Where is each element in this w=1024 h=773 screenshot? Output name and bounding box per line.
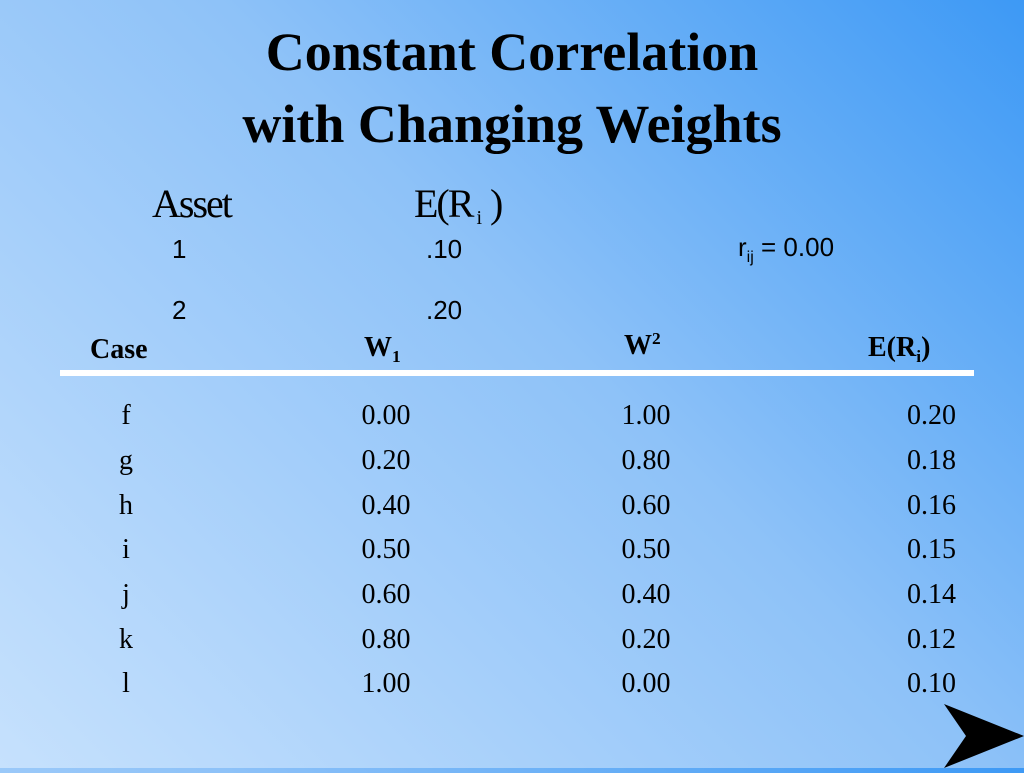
- cell-w2: 0.00: [621, 668, 671, 699]
- correlation-sub: ij: [746, 248, 754, 266]
- cell-w1: 0.60: [361, 579, 411, 610]
- cell-w2: 1.00: [621, 400, 671, 431]
- cell-w1: 0.20: [361, 445, 411, 476]
- header-w1: W1: [364, 332, 401, 367]
- cell-w2: 0.20: [621, 624, 671, 655]
- correlation-symbol: r: [738, 232, 747, 262]
- title-line-1: Constant Correlation: [265, 22, 759, 82]
- cell-er: 0.10: [907, 668, 956, 699]
- header-er: E(Ri): [868, 332, 931, 367]
- cell-case: k: [119, 624, 133, 655]
- cell-w1: 0.50: [361, 534, 411, 565]
- cell-w2: 0.60: [621, 490, 671, 521]
- cell-er: 0.20: [907, 400, 956, 431]
- header-w1-sub: 1: [392, 347, 401, 367]
- header-divider: [60, 370, 974, 376]
- cell-w2: 0.50: [621, 534, 671, 565]
- arrow-right-icon[interactable]: [944, 704, 1024, 773]
- cell-er: 0.12: [907, 624, 956, 655]
- er-header-sub: i: [476, 207, 482, 229]
- correlation-value: = 0.00: [761, 232, 835, 262]
- er-header-prefix: E(R: [414, 181, 474, 226]
- cell-w1: 0.00: [361, 400, 411, 431]
- cell-w2: 0.40: [621, 579, 671, 610]
- cell-er: 0.14: [907, 579, 956, 610]
- header-er-prefix: E(R: [868, 332, 917, 363]
- cell-w1: 1.00: [361, 668, 411, 699]
- cell-w1: 0.80: [361, 624, 411, 655]
- cell-er: 0.16: [907, 490, 956, 521]
- header-er-sub: i: [916, 347, 922, 367]
- correlation-label: rij = 0.00: [738, 232, 835, 266]
- asset-header: Asset: [152, 181, 233, 226]
- title-line-2: with Changing Weights: [242, 94, 782, 154]
- asset-1-label: 1: [172, 234, 187, 264]
- expected-return-header: E(R i): [414, 180, 503, 229]
- header-case: Case: [90, 334, 148, 365]
- asset-2-return: .20: [426, 295, 463, 325]
- asset-1-return: .10: [426, 234, 463, 264]
- header-w2-sup: 2: [652, 329, 661, 349]
- cell-w2: 0.80: [621, 445, 671, 476]
- cell-case: l: [122, 668, 130, 699]
- cell-er: 0.15: [907, 534, 956, 565]
- slide-title: Constant Correlation with Changing Weigh…: [0, 16, 1024, 160]
- cell-w1: 0.40: [361, 490, 411, 521]
- er-header-suffix: ): [490, 181, 503, 226]
- cell-case: i: [122, 534, 130, 565]
- cell-case: f: [121, 400, 131, 431]
- header-w2: W2: [624, 329, 661, 362]
- header-w2-base: W: [624, 330, 652, 361]
- asset-2-label: 2: [172, 295, 187, 325]
- header-er-suffix: ): [921, 332, 931, 363]
- cell-case: j: [122, 579, 130, 610]
- cell-case: h: [119, 490, 133, 521]
- cell-case: g: [119, 445, 133, 476]
- cell-er: 0.18: [907, 445, 956, 476]
- header-w1-base: W: [364, 332, 392, 363]
